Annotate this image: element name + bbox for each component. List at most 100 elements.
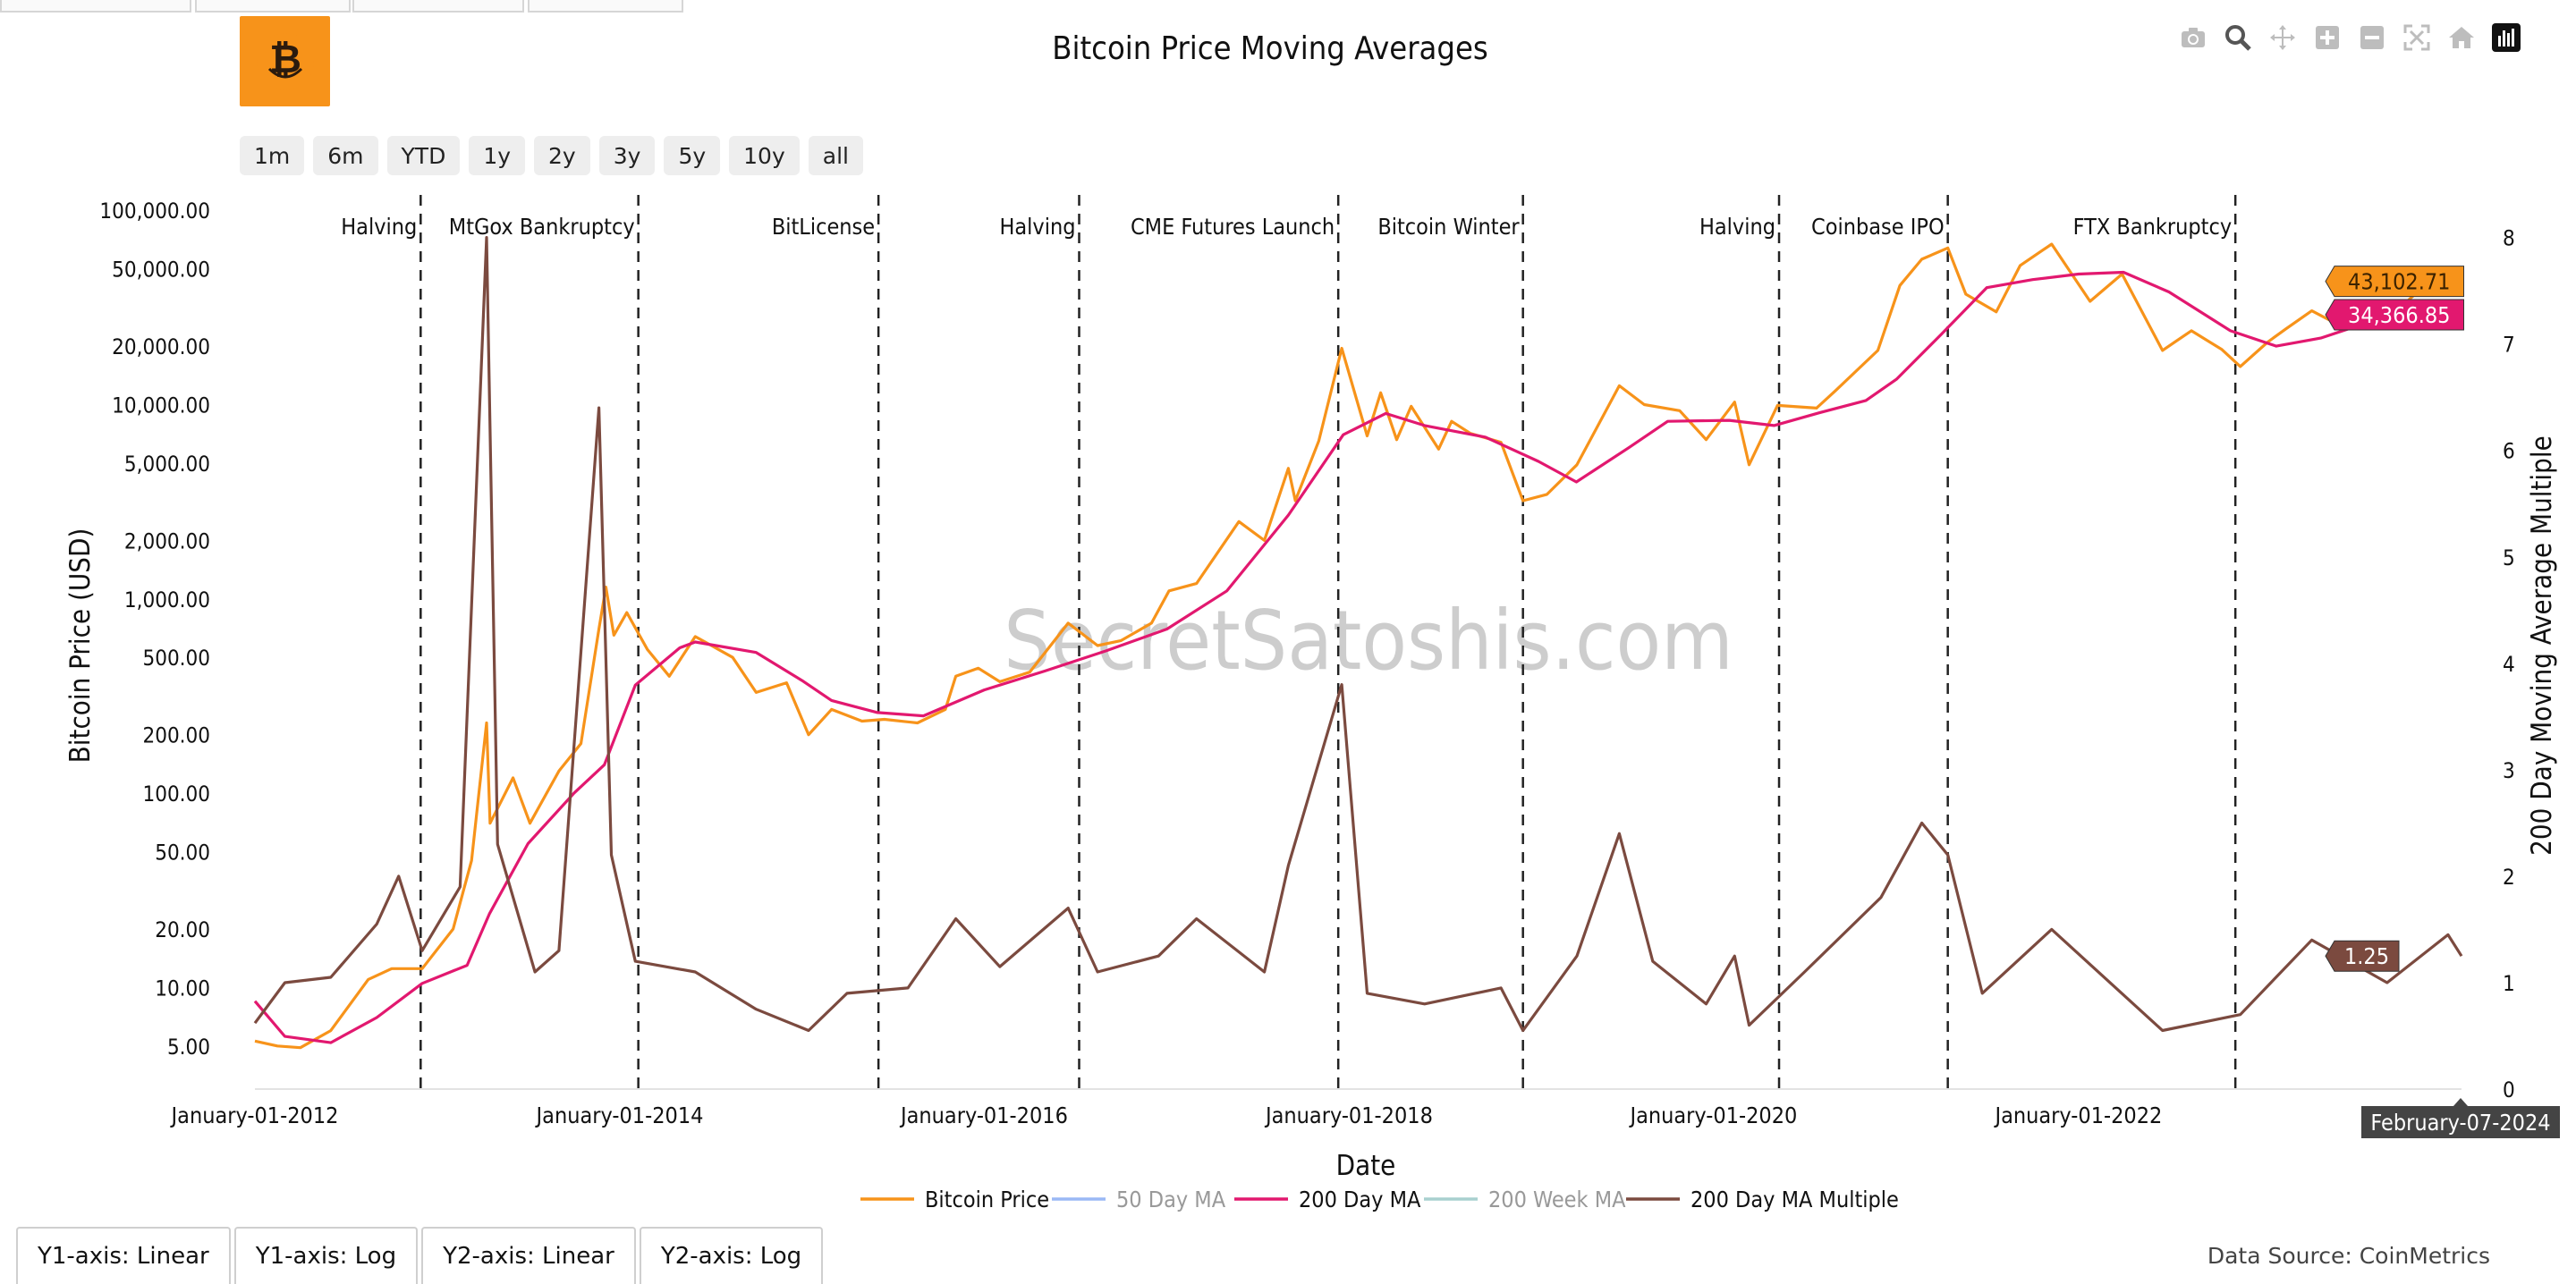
y2-tick-label: 8	[2503, 226, 2515, 251]
legend-item[interactable]: 200 Day MA	[1234, 1187, 1421, 1212]
y-tick-label: 500.00	[142, 646, 210, 671]
reset-axes-icon[interactable]	[2445, 21, 2478, 54]
y-axis-title: Bitcoin Price (USD)	[64, 528, 97, 764]
event-markers: Halving MtGox Bankruptcy BitLicense Halving…	[341, 195, 2237, 1089]
series-line-bitcoin-price	[254, 242, 2463, 1050]
y-tick-label: 10,000.00	[112, 393, 210, 418]
range-6m-button[interactable]: 6m	[313, 136, 378, 175]
date-hover-label: February-07-2024	[2361, 1098, 2560, 1138]
svg-text:1.25: 1.25	[2344, 943, 2389, 969]
y2-tick-label: 7	[2503, 333, 2515, 358]
camera-icon[interactable]	[2177, 21, 2209, 54]
series-line-200-day-ma-multiple	[253, 236, 2463, 1033]
zoom-in-icon[interactable]	[2311, 21, 2343, 54]
range-all-button[interactable]: all	[808, 136, 863, 175]
tab-y1-log[interactable]: Y1-axis: Log	[233, 1227, 419, 1284]
data-source-note: Data Source: CoinMetrics	[2207, 1243, 2490, 1269]
range-2y-button[interactable]: 2y	[534, 136, 590, 175]
axes: 5.00 10.00 20.00 50.00 100.00 200.00 500.00 1,0…	[99, 199, 2514, 1128]
range-5y-button[interactable]: 5y	[664, 136, 721, 175]
plotly-logo-icon[interactable]	[2490, 21, 2522, 54]
multiple-value-label: 1.25	[2325, 940, 2400, 972]
tab-y2-linear[interactable]: Y2-axis: Linear	[421, 1227, 636, 1284]
svg-text:200 Day MA: 200 Day MA	[1299, 1187, 1421, 1212]
svg-text:Bitcoin Price: Bitcoin Price	[925, 1187, 1049, 1212]
zoom-out-icon[interactable]	[2356, 21, 2388, 54]
event-label: BitLicense	[772, 214, 875, 240]
tab-y1-linear[interactable]: Y1-axis: Linear	[16, 1227, 231, 1284]
series	[253, 236, 2463, 1050]
x-axis-title: Date	[1336, 1150, 1396, 1182]
top-tab[interactable]	[352, 0, 524, 13]
x-tick-label: January-01-2012	[170, 1102, 339, 1128]
y2-tick-label: 5	[2503, 545, 2515, 570]
watermark: SecretSatoshis.com	[1004, 593, 1733, 688]
svg-text:34,366.85: 34,366.85	[2348, 302, 2450, 328]
svg-text:200 Week MA: 200 Week MA	[1488, 1187, 1626, 1212]
y-tick-label: 100.00	[142, 781, 210, 807]
y-tick-label: 50.00	[155, 840, 210, 865]
top-tab[interactable]	[0, 0, 191, 13]
price-value-label: 43,102.71	[2325, 266, 2464, 298]
range-selector: 1m 6m YTD 1y 2y 3y 5y 10y all	[240, 136, 863, 175]
y2-tick-label: 0	[2503, 1077, 2515, 1102]
range-10y-button[interactable]: 10y	[729, 136, 800, 175]
tab-y2-log[interactable]: Y2-axis: Log	[639, 1227, 824, 1284]
legend: Bitcoin Price 50 Day MA 200 Day MA 200 Week…	[860, 1187, 1899, 1212]
x-tick-label: January-01-2018	[1264, 1102, 1433, 1128]
y-tick-label: 10.00	[155, 976, 210, 1001]
ma200-value-label: 34,366.85	[2325, 299, 2464, 331]
y-tick-label: 50,000.00	[112, 258, 210, 283]
range-1y-button[interactable]: 1y	[469, 136, 526, 175]
x-tick-label: January-01-2014	[535, 1102, 704, 1128]
event-label: CME Futures Launch	[1131, 214, 1335, 240]
event-label: Halving	[341, 214, 417, 240]
modebar	[2177, 20, 2522, 55]
autoscale-icon[interactable]	[2401, 21, 2433, 54]
y2-tick-label: 3	[2503, 758, 2515, 783]
axis-scale-tabs: Y1-axis: Linear Y1-axis: Log Y2-axis: Li…	[16, 1227, 824, 1284]
event-label: Bitcoin Winter	[1377, 214, 1520, 240]
svg-text:February-07-2024: February-07-2024	[2370, 1110, 2550, 1136]
range-ytd-button[interactable]: YTD	[386, 136, 461, 175]
y2-tick-label: 2	[2503, 865, 2515, 890]
event-label: MtGox Bankruptcy	[449, 214, 635, 240]
legend-item[interactable]: 200 Week MA	[1424, 1187, 1626, 1212]
range-3y-button[interactable]: 3y	[598, 136, 656, 175]
y-tick-label: 100,000.00	[99, 199, 210, 224]
last-value-labels: 43,102.71 34,366.85 1.25 February-07-2024	[2325, 266, 2560, 1138]
y-tick-label: 1,000.00	[124, 587, 210, 612]
zoom-icon[interactable]	[2222, 21, 2254, 54]
svg-text:43,102.71: 43,102.71	[2348, 269, 2450, 295]
top-tabs	[0, 0, 716, 13]
pan-icon[interactable]	[2267, 21, 2299, 54]
svg-text:200 Day MA Multiple: 200 Day MA Multiple	[1690, 1187, 1899, 1212]
event-label: FTX Bankruptcy	[2073, 214, 2233, 240]
y2-tick-label: 1	[2503, 971, 2515, 996]
y2-axis-title: 200 Day Moving Average Multiple	[2526, 435, 2558, 856]
y2-tick-label: 6	[2503, 439, 2515, 464]
y2-tick-label: 4	[2503, 652, 2515, 677]
x-tick-label: January-01-2020	[1628, 1102, 1797, 1128]
y-tick-label: 5,000.00	[124, 452, 210, 477]
event-label: Coinbase IPO	[1811, 214, 1945, 240]
legend-item[interactable]: 50 Day MA	[1052, 1187, 1226, 1212]
range-1m-button[interactable]: 1m	[240, 136, 305, 175]
series-line-200-day-ma	[253, 270, 2462, 1044]
x-tick-label: January-01-2022	[1993, 1102, 2162, 1128]
chart-title: Bitcoin Price Moving Averages	[1052, 30, 1488, 67]
y-tick-label: 20,000.00	[112, 334, 210, 359]
top-tab[interactable]	[195, 0, 351, 13]
top-tab[interactable]	[528, 0, 683, 13]
legend-item[interactable]: 200 Day MA Multiple	[1626, 1187, 1899, 1212]
y-tick-label: 5.00	[167, 1035, 210, 1060]
y-tick-label: 200.00	[142, 723, 210, 748]
legend-item[interactable]: Bitcoin Price	[860, 1187, 1049, 1212]
bitcoin-logo-icon: ₿	[240, 16, 330, 106]
event-label: Halving	[1699, 214, 1775, 240]
svg-text:50 Day MA: 50 Day MA	[1116, 1187, 1226, 1212]
y-tick-label: 20.00	[155, 917, 210, 942]
y-tick-label: 2,000.00	[124, 528, 210, 553]
event-label: Halving	[999, 214, 1075, 240]
